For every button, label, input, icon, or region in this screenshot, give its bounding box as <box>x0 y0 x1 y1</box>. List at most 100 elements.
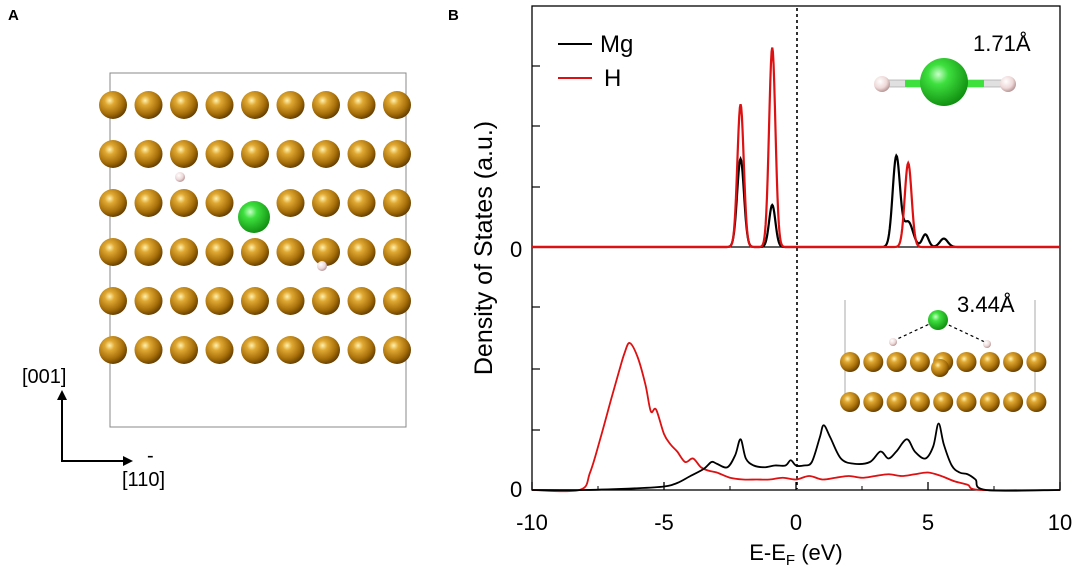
lattice-atom <box>383 238 411 266</box>
inset-slab-atom <box>979 352 1000 372</box>
arrow-head-icon <box>123 456 133 466</box>
lattice-atom <box>347 91 376 119</box>
lattice-atom <box>205 189 234 217</box>
x-ticks: -10 -5 0 5 10 <box>516 482 1072 535</box>
lattice-atom <box>241 238 269 266</box>
molecule-inset-top: 1.71Å <box>874 31 1031 106</box>
top-panel-series <box>532 47 1060 249</box>
lattice-atom <box>312 91 340 119</box>
inset-slab-atom <box>1026 352 1047 372</box>
lattice-atom <box>134 287 163 315</box>
inset-slab-atom <box>1003 392 1024 412</box>
lattice-atom <box>383 189 411 217</box>
arrow-head-icon <box>57 390 67 400</box>
lattice-atom <box>170 189 198 217</box>
bond-left-green <box>905 80 924 87</box>
legend-h-label: H <box>604 65 621 92</box>
x-tick-label: 10 <box>1048 510 1072 535</box>
lattice-atom <box>276 287 305 315</box>
lattice-atom <box>347 336 376 364</box>
top-zero-label: 0 <box>510 237 522 262</box>
y-ticks <box>532 65 540 431</box>
lattice-atom <box>99 238 127 266</box>
lattice-atom <box>383 287 411 315</box>
lattice-atom <box>383 140 411 168</box>
hydrogen-atom <box>317 261 327 271</box>
lattice-atom <box>134 140 163 168</box>
axis-label-vertical: [001] <box>22 366 66 388</box>
lattice-atom <box>383 91 411 119</box>
y-axis-label: Density of States (a.u.) <box>470 121 498 375</box>
hydrogen-atom <box>175 172 185 182</box>
lattice-atom <box>383 336 411 364</box>
lattice-atom <box>347 189 376 217</box>
panel-b-dos-chart: -10 -5 0 5 10 0 0 Density of States (a.u.) E… <box>470 5 1072 569</box>
lattice-atom <box>312 189 340 217</box>
lattice-atom <box>134 238 163 266</box>
lattice-atom <box>170 336 198 364</box>
lattice-atom <box>99 287 127 315</box>
lattice-atom <box>312 287 340 315</box>
lattice-atom <box>241 91 269 119</box>
axis-label-horizontal: [110] <box>122 469 165 491</box>
lattice-atom <box>170 140 198 168</box>
series-line-top-h <box>532 47 1060 249</box>
inset-slab-atom <box>979 392 1000 412</box>
inset-slab-atom <box>1026 392 1047 412</box>
lattice-atom <box>170 91 198 119</box>
lattice-atom <box>170 238 198 266</box>
bond-length-top: 1.71Å <box>973 31 1031 56</box>
lattice-atom <box>134 336 163 364</box>
x-axis-label-subscript: F <box>786 552 795 569</box>
lattice-atom <box>347 140 376 168</box>
bottom-panel-series <box>531 342 1061 493</box>
center-atom <box>238 201 270 233</box>
lattice-atom <box>99 91 127 119</box>
x-axis-label-main: E-E <box>749 540 786 565</box>
lattice-atom <box>312 140 340 168</box>
x-tick-label: 0 <box>790 510 802 535</box>
inset-slab-atom <box>1003 352 1024 372</box>
inset-adsorbate-center <box>928 310 948 330</box>
lattice-atom <box>241 140 269 168</box>
overbar-mark: - <box>147 445 154 467</box>
x-axis-label-unit: (eV) <box>795 540 843 565</box>
series-line-bottom-h <box>531 342 1061 493</box>
inset-slab-atom <box>886 392 907 412</box>
series-line-top-mg <box>532 153 1060 249</box>
x-tick-label: -10 <box>516 510 548 535</box>
surface-inset-bottom: 3.44Å <box>840 292 1047 412</box>
lattice-atom <box>99 189 127 217</box>
lattice-atom <box>205 336 234 364</box>
lattice-atom <box>241 336 269 364</box>
inset-bond-dashed <box>892 319 939 342</box>
inset-slab-atom <box>840 352 860 372</box>
inset-slab-atom <box>933 392 954 412</box>
lattice-atom <box>276 91 305 119</box>
bond-right-green <box>964 80 984 87</box>
bond-length-bottom: 3.44Å <box>957 292 1015 317</box>
panel-a-structure: [001] [110] - <box>22 72 411 491</box>
inset-h-atom <box>874 76 890 92</box>
inset-slab-atom <box>909 392 930 412</box>
legend-mg-label: Mg <box>600 31 633 58</box>
lattice-atom <box>205 91 234 119</box>
lattice-atoms <box>99 91 411 364</box>
lattice-atom <box>205 287 234 315</box>
lattice-atom <box>276 140 305 168</box>
inset-center-atom <box>920 58 968 106</box>
series-line-bottom-mg <box>531 422 1061 492</box>
inset-slab-atom <box>909 352 930 372</box>
panel-b-label: B <box>448 7 459 24</box>
inset-slab-atom <box>956 352 977 372</box>
lattice-atom <box>347 238 376 266</box>
x-axis-label: E-EF (eV) <box>749 540 843 569</box>
inset-slab-atoms <box>840 352 1047 412</box>
lattice-atom <box>134 189 163 217</box>
lattice-atom <box>276 238 305 266</box>
inset-slab-atom <box>886 352 907 372</box>
inset-slab-atom <box>931 359 949 377</box>
x-tick-label: -5 <box>654 510 674 535</box>
panel-a-label: A <box>8 7 19 24</box>
